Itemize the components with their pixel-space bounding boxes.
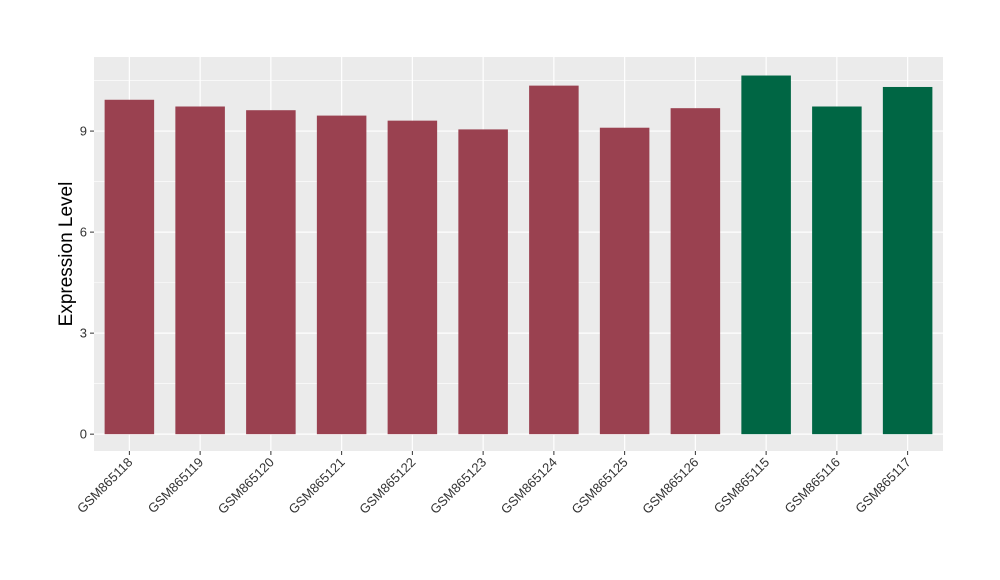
bar-GSM865119 — [175, 106, 225, 435]
bar-GSM865126 — [670, 108, 721, 435]
bar-GSM865120 — [246, 110, 296, 435]
bar-GSM865123 — [458, 129, 508, 435]
bar-GSM865117 — [882, 86, 933, 435]
y-tick-label: 0 — [80, 427, 87, 442]
y-tick-label: 3 — [80, 326, 87, 341]
x-tick-label: GSM865122 — [356, 455, 418, 517]
minor-gridlines — [94, 80, 943, 384]
bar-GSM865122 — [387, 120, 438, 435]
x-tick-label: GSM865126 — [639, 455, 701, 517]
x-axis: GSM865118 GSM865119 GSM865120 GSM865121 GSM8… — [74, 451, 914, 517]
bar-GSM865118 — [104, 99, 155, 435]
x-tick-label: GSM865123 — [427, 455, 489, 517]
bar-GSM865116 — [812, 106, 862, 435]
bar-GSM865125 — [599, 127, 650, 435]
x-tick-label: GSM865125 — [569, 455, 631, 517]
x-tick-label: GSM865118 — [74, 455, 136, 517]
x-tick-label: GSM865124 — [498, 455, 560, 517]
bar-GSM865115 — [741, 75, 791, 435]
bar-GSM865124 — [529, 85, 579, 435]
y-axis: 0 3 6 9 — [80, 124, 94, 442]
x-tick-label: GSM865117 — [852, 455, 914, 517]
y-tick-label: 9 — [80, 124, 87, 139]
x-tick-label: GSM865121 — [286, 455, 348, 517]
x-tick-label: GSM865119 — [145, 455, 207, 517]
bar-GSM865121 — [316, 115, 367, 435]
x-tick-label: GSM865120 — [215, 455, 277, 517]
bars — [104, 75, 933, 435]
plot-panel — [94, 57, 943, 451]
y-tick-label: 6 — [80, 225, 87, 240]
x-tick-label: GSM865115 — [711, 455, 773, 517]
y-axis-title: Expression Level — [56, 182, 77, 327]
x-tick-label: GSM865116 — [781, 455, 843, 517]
